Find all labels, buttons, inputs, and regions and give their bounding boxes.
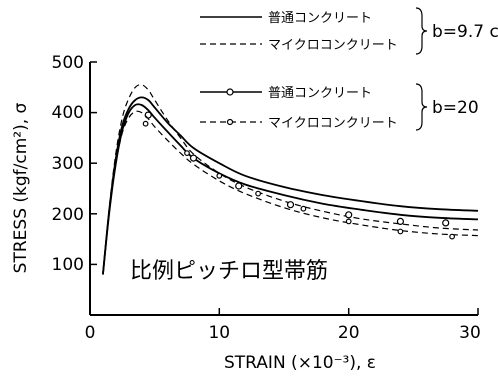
series-line-micro-b97 bbox=[102, 84, 479, 275]
y-tick-label-100: 100 bbox=[52, 255, 84, 275]
chart-annotation: 比例ピッチロ型帯筋 bbox=[130, 259, 328, 284]
series-marker-normal-b20-3 bbox=[286, 201, 295, 209]
legend-group-label-b97: b=9.7 cm bbox=[432, 22, 498, 42]
y-tick-label-200: 200 bbox=[52, 205, 84, 225]
series-marker-normal-b20-5 bbox=[396, 217, 404, 225]
legend-label-micro-b97: マイクロコンクリート bbox=[268, 38, 398, 53]
series-marker-micro-b20-3 bbox=[255, 190, 262, 197]
legend-label-micro-b20: マイクロコンクリート bbox=[268, 116, 398, 131]
series-line-normal-b20 bbox=[102, 103, 479, 275]
series-marker-micro-b20-5 bbox=[345, 218, 352, 225]
series-line-micro-b20 bbox=[102, 110, 479, 275]
x-tick-label-10: 10 bbox=[208, 323, 230, 343]
series-layer bbox=[102, 84, 479, 275]
legend: 普通コンクリート マイクロコンクリート b=9.7 cm 普通コンクリート マイ… bbox=[200, 7, 498, 131]
y-axis-title: STRESS (kgf/cm²), σ bbox=[11, 102, 31, 273]
x-tick-label-20: 20 bbox=[338, 323, 360, 343]
series-marker-micro-b20-6 bbox=[397, 228, 404, 235]
legend-marker-micro-b20 bbox=[226, 118, 234, 126]
legend-label-normal-b97: 普通コンクリート bbox=[268, 11, 372, 26]
series-marker-normal-b20-4 bbox=[345, 211, 353, 219]
series-marker-normal-b20-6 bbox=[442, 219, 450, 227]
series-marker-normal-b20-1 bbox=[189, 154, 198, 162]
y-ticks: 100 200 300 400 500 bbox=[52, 53, 97, 275]
x-ticks: 0 10 20 30 bbox=[85, 308, 481, 343]
series-marker-micro-b20-1 bbox=[184, 150, 190, 157]
legend-brace-b20 bbox=[415, 83, 428, 131]
legend-label-normal-b20: 普通コンクリート bbox=[268, 86, 372, 101]
y-tick-label-400: 400 bbox=[52, 103, 84, 123]
legend-brace-b97 bbox=[415, 7, 428, 55]
legend-marker-normal-b20 bbox=[226, 88, 234, 96]
x-tick-label-30: 30 bbox=[459, 323, 481, 343]
series-marker-micro-b20-4 bbox=[300, 205, 307, 212]
series-marker-micro-b20-2 bbox=[216, 172, 223, 179]
y-tick-label-300: 300 bbox=[52, 154, 84, 174]
series-marker-normal-b20-2 bbox=[235, 182, 243, 190]
x-tick-label-0: 0 bbox=[85, 323, 96, 343]
y-tick-label-500: 500 bbox=[52, 53, 84, 73]
series-marker-micro-b20-0 bbox=[142, 120, 149, 127]
x-axis-title: STRAIN (×10⁻³), ε bbox=[224, 353, 376, 373]
series-marker-micro-b20-7 bbox=[449, 233, 456, 240]
legend-group-label-b20: b=20 bbox=[432, 98, 479, 118]
